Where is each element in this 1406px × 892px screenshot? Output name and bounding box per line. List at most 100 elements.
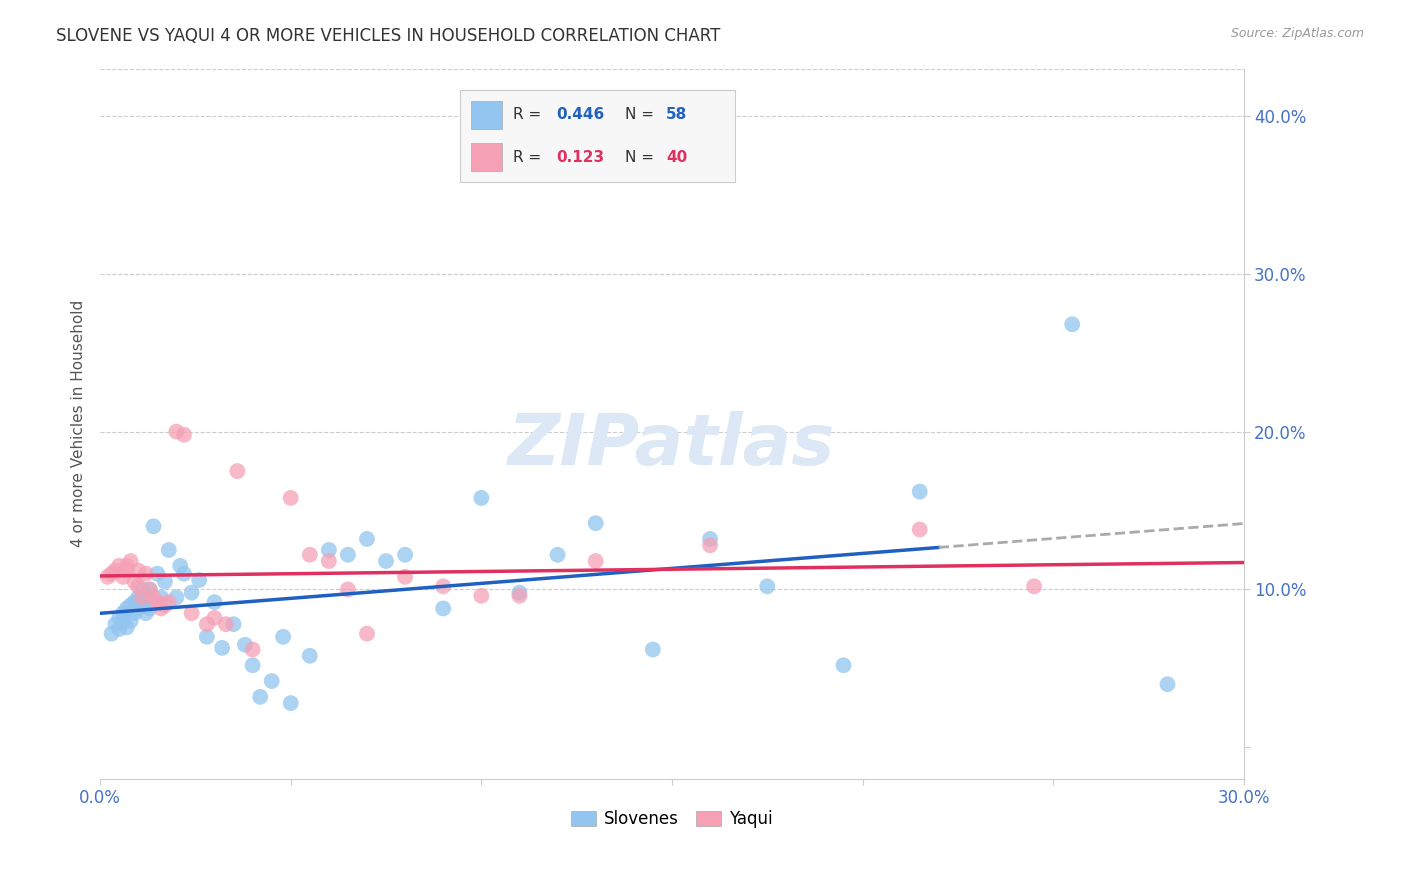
Text: ZIPatlas: ZIPatlas (508, 410, 835, 480)
Point (108, 558, 131, 573)
Point (138, 582, 160, 597)
Point (271, 630, 294, 644)
Point (131, 582, 153, 597)
Point (100, 626, 122, 640)
Point (699, 532, 721, 546)
Point (142, 519, 165, 533)
Text: Source: ZipAtlas.com: Source: ZipAtlas.com (1230, 27, 1364, 40)
Point (131, 599, 153, 613)
Point (135, 591, 157, 605)
Point (1022, 579, 1045, 593)
Point (115, 564, 138, 578)
Point (470, 589, 492, 603)
Point (641, 642, 664, 657)
Point (298, 548, 321, 562)
Point (547, 548, 569, 562)
Point (180, 585, 202, 599)
Point (120, 554, 142, 568)
Point (585, 516, 607, 531)
Point (470, 491, 492, 505)
Point (375, 554, 398, 568)
Point (242, 658, 264, 673)
Point (127, 579, 149, 593)
Point (115, 601, 138, 615)
Point (165, 591, 187, 605)
Point (165, 425, 187, 439)
Point (127, 591, 149, 605)
Legend: Slovenes, Yaqui: Slovenes, Yaqui (564, 803, 779, 835)
Point (211, 640, 233, 655)
Point (356, 626, 378, 640)
Point (394, 548, 416, 562)
Point (298, 648, 321, 663)
Point (432, 579, 454, 593)
Point (120, 614, 142, 628)
Point (142, 591, 165, 605)
Point (222, 617, 245, 632)
Point (318, 543, 340, 558)
Point (120, 599, 142, 613)
Point (585, 554, 607, 568)
Point (180, 606, 202, 620)
Point (157, 543, 180, 558)
Point (508, 585, 530, 599)
Point (699, 538, 721, 552)
Point (242, 642, 264, 657)
Point (188, 573, 211, 587)
Point (127, 601, 149, 615)
Point (318, 554, 340, 568)
Point (153, 599, 176, 613)
Point (150, 591, 173, 605)
Point (138, 582, 160, 597)
Point (173, 566, 195, 581)
Point (356, 532, 378, 546)
Point (336, 548, 359, 562)
Point (1156, 677, 1178, 691)
Point (108, 622, 131, 636)
Point (204, 611, 226, 625)
Point (249, 690, 271, 704)
Point (908, 484, 931, 499)
Point (336, 582, 359, 597)
Point (832, 658, 855, 673)
Point (756, 579, 779, 593)
Point (97, 570, 120, 584)
Point (908, 523, 931, 537)
Point (115, 620, 138, 634)
Point (280, 491, 302, 505)
Point (150, 601, 173, 615)
Point (157, 595, 180, 609)
Point (127, 564, 149, 578)
Point (432, 601, 454, 615)
Point (153, 574, 176, 589)
Point (124, 595, 146, 609)
Point (169, 558, 191, 573)
Point (146, 595, 169, 609)
Point (280, 696, 302, 710)
Point (108, 611, 131, 625)
Point (195, 630, 218, 644)
Point (100, 566, 122, 581)
Point (508, 589, 530, 603)
Point (215, 617, 238, 632)
Point (260, 673, 283, 688)
Text: SLOVENE VS YAQUI 4 OR MORE VEHICLES IN HOUSEHOLD CORRELATION CHART: SLOVENE VS YAQUI 4 OR MORE VEHICLES IN H… (56, 27, 721, 45)
Point (204, 595, 226, 609)
Point (104, 564, 127, 578)
Point (124, 574, 146, 589)
Point (111, 614, 134, 628)
Point (195, 617, 218, 632)
Point (111, 570, 134, 584)
Point (124, 606, 146, 620)
Point (394, 570, 416, 584)
Point (131, 591, 153, 605)
Point (146, 566, 169, 581)
Point (138, 601, 160, 615)
Point (226, 464, 249, 478)
Point (233, 638, 256, 652)
Point (135, 566, 157, 581)
Point (115, 558, 138, 573)
Point (1062, 318, 1084, 332)
Y-axis label: 4 or more Vehicles in Household: 4 or more Vehicles in Household (72, 300, 86, 548)
Point (135, 606, 157, 620)
